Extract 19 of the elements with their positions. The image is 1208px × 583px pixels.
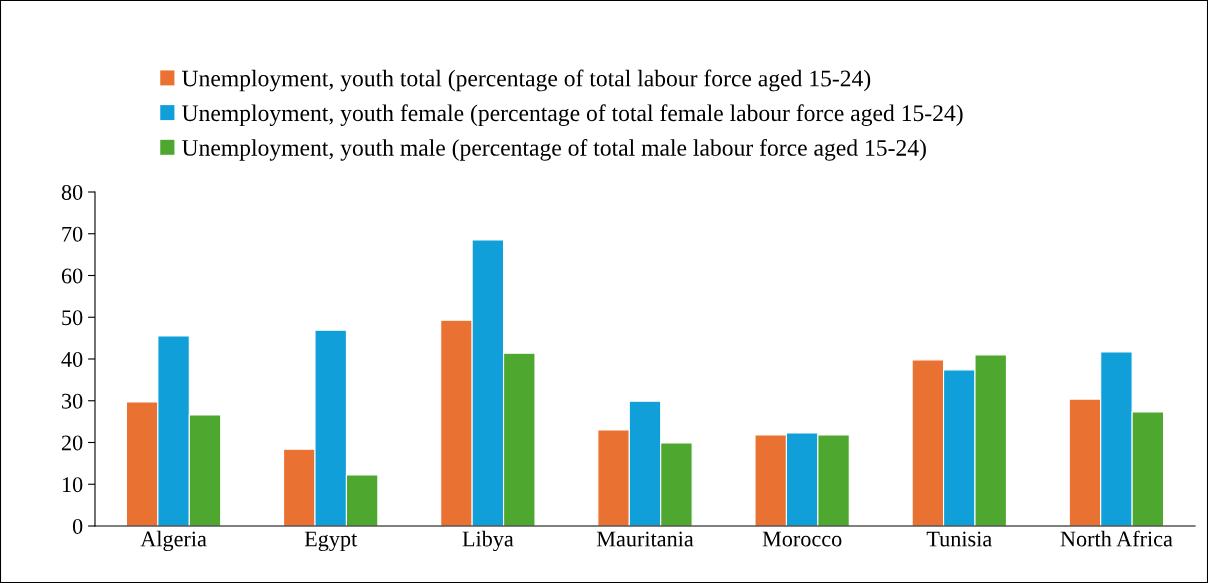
legend-label: Unemployment, youth male (percentage of total male labour force aged 15-24) xyxy=(181,139,926,161)
y-tick-label: 0 xyxy=(72,518,83,534)
y-tick-label: 10 xyxy=(62,477,83,493)
x-tick-label: Libya xyxy=(462,530,514,552)
y-tick-label: 30 xyxy=(62,393,83,409)
x-tick-label: Mauritania xyxy=(596,531,694,547)
y-tick-label: 70 xyxy=(62,226,83,242)
x-tick-label: Egypt xyxy=(304,531,358,552)
y-tick-label: 40 xyxy=(61,351,83,367)
y-tick-label: 20 xyxy=(61,435,83,451)
x-tick-label: Tunisia xyxy=(926,531,992,547)
legend-label: Unemployment, youth female (percentage of total female labour force aged 15-24) xyxy=(181,104,963,127)
y-tick-label: 80 xyxy=(61,184,83,200)
y-tick-label: 50 xyxy=(62,310,83,326)
y-tick-label: 60 xyxy=(61,268,83,284)
x-tick-label: Morocco xyxy=(762,531,842,547)
legend-label: Unemployment, youth total (percentage of total labour force aged 15-24) xyxy=(181,69,871,92)
x-tick-label: North Africa xyxy=(1060,530,1173,547)
x-tick-label: Algeria xyxy=(140,530,207,552)
